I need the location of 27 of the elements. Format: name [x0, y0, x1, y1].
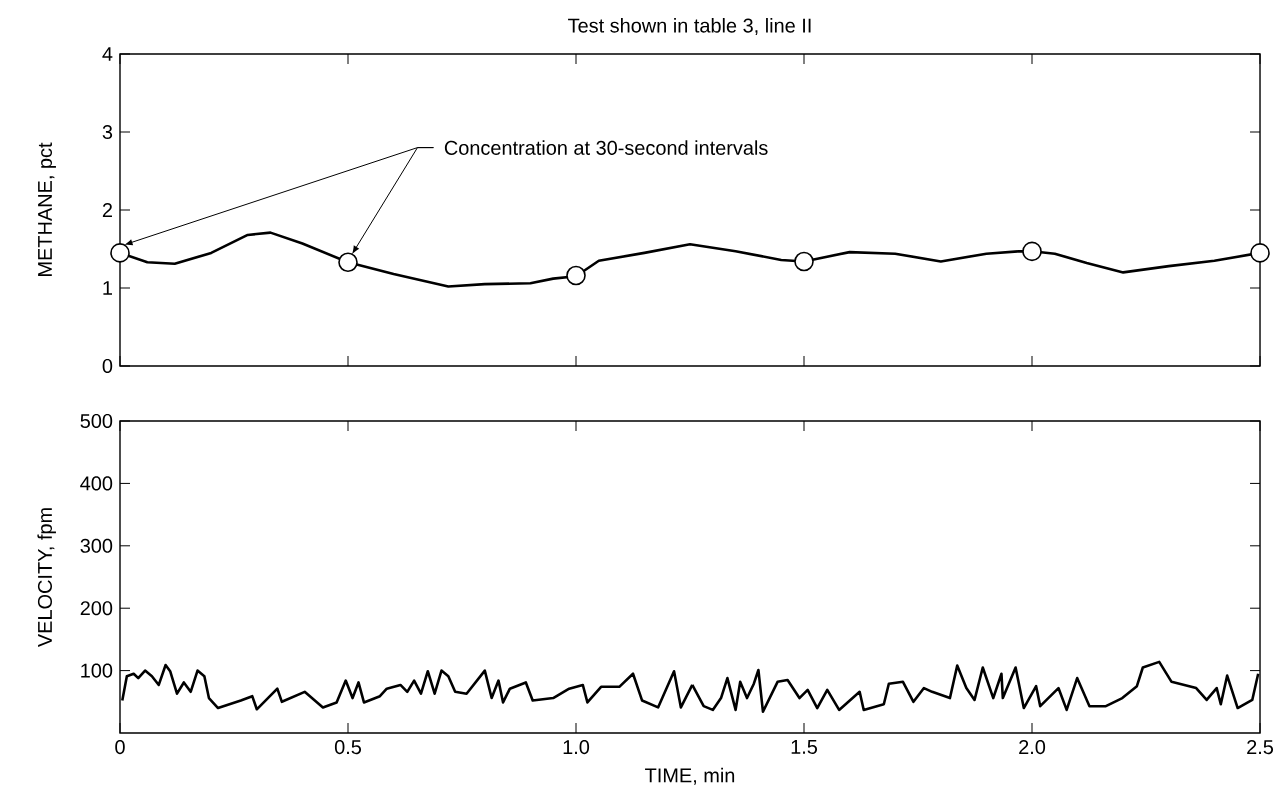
y-tick-label: 400: [80, 476, 113, 491]
point: [1250, 243, 1270, 263]
point: [566, 265, 586, 286]
annotation: Concentration at 30-second intervals: [444, 140, 768, 155]
y-axis-title: METHANE, pct: [38, 142, 56, 276]
point: [338, 252, 358, 273]
x-tick-label: 0.5: [334, 740, 362, 755]
x-tick-label: 0: [115, 740, 125, 755]
y-tick-label: 1: [103, 281, 112, 295]
y-tick-label: 300: [80, 538, 113, 553]
x-tick-label: 1.0: [563, 740, 590, 755]
x-tick-label: 2.0: [1019, 740, 1046, 755]
y-tick-label: 0: [102, 358, 113, 374]
x-axis-title: TIME, min: [645, 767, 735, 785]
y-tick-label: 100: [81, 663, 113, 678]
x-tick-label: 1.5: [791, 740, 818, 754]
y-tick-label: 200: [80, 601, 113, 616]
y-tick-label: 500: [80, 413, 113, 429]
point: [110, 243, 130, 263]
chart-title: Test shown in table 3, line II: [568, 18, 811, 36]
y-tick-label: 4: [102, 47, 113, 61]
y-axis-title: VELOCITY, fpm: [37, 508, 56, 648]
y-tick-label: 3: [102, 124, 113, 140]
point: [794, 251, 814, 272]
x-tick-label: 2.5: [1247, 740, 1274, 755]
y-tick-label: 2: [102, 203, 112, 217]
point: [1022, 241, 1042, 262]
